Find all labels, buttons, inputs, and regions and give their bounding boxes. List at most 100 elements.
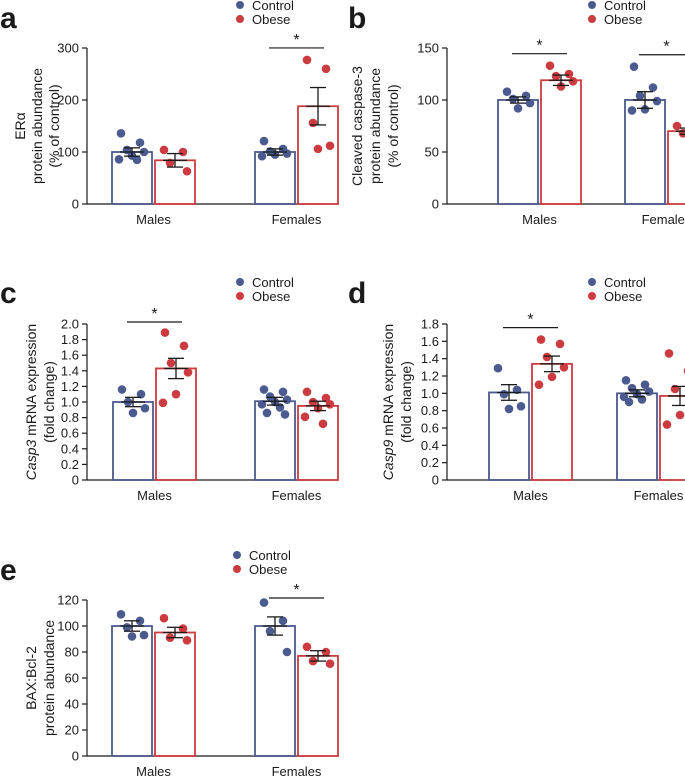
y-tick-label: 0: [72, 197, 79, 212]
data-point: [678, 128, 685, 138]
data-point: [525, 98, 535, 108]
y-axis-label: Casp3 mRNA expression: [23, 324, 39, 480]
y-tick-label: 0.2: [421, 455, 439, 470]
legend-label-obese: Obese: [249, 562, 287, 577]
x-tick-label: Females: [272, 488, 322, 503]
y-tick-label: 0.6: [421, 421, 439, 436]
x-tick-label: Females: [634, 488, 684, 503]
y-tick-label: 1.4: [61, 363, 79, 378]
data-point: [136, 389, 146, 399]
data-point: [521, 91, 531, 101]
data-point: [282, 395, 292, 404]
y-axis-label: BAX:Bcl-2: [23, 646, 39, 710]
y-tick-label: 0.6: [61, 426, 79, 441]
y-tick-label: 120: [57, 593, 79, 608]
data-point: [629, 62, 639, 72]
data-point: [265, 626, 275, 636]
y-tick-label: 80: [65, 645, 79, 660]
y-tick-label: 1.6: [61, 348, 79, 363]
data-point: [672, 121, 682, 131]
data-point: [166, 358, 176, 368]
significance-star: *: [663, 39, 669, 56]
data-point: [302, 55, 312, 65]
data-point: [502, 87, 512, 96]
y-axis-label: (% of control): [385, 84, 401, 167]
y-tick-label: 0.4: [421, 438, 439, 453]
panel-letter: c: [0, 277, 17, 310]
data-point: [280, 410, 290, 419]
data-point: [627, 106, 637, 115]
panel-letter: e: [0, 554, 17, 587]
y-axis-label-gene: Casp9: [380, 440, 396, 481]
data-point: [117, 385, 127, 394]
legend-marker-obese: [588, 292, 596, 300]
legend-marker-control: [236, 1, 244, 9]
data-point: [493, 363, 503, 373]
bar-obese-females: [667, 130, 685, 205]
data-point: [275, 403, 285, 412]
legend-marker-obese: [233, 565, 241, 573]
data-point: [182, 636, 192, 645]
data-point: [545, 61, 555, 70]
data-point: [536, 335, 546, 344]
data-point: [300, 412, 310, 422]
legend-marker-control: [233, 551, 241, 559]
legend-label-obese: Obese: [604, 289, 642, 304]
bar-obese-females: [659, 395, 685, 481]
data-point: [128, 408, 138, 418]
y-tick-label: 200: [57, 93, 79, 108]
data-point: [259, 136, 269, 146]
data-point: [556, 82, 566, 91]
panel-letter: b: [348, 2, 366, 35]
data-point: [313, 144, 323, 154]
data-point: [662, 420, 672, 429]
data-point: [504, 404, 514, 414]
bar-obese-males: [540, 79, 582, 205]
legend-marker-obese: [588, 15, 596, 23]
data-point: [547, 372, 557, 382]
y-tick-label: 100: [57, 619, 79, 634]
data-point: [282, 647, 292, 657]
legend-label-obese: Obese: [252, 289, 290, 304]
bar-control-females: [616, 392, 658, 481]
y-tick-label: 1.0: [61, 395, 79, 410]
data-point: [262, 408, 272, 418]
data-point: [135, 138, 145, 147]
data-point: [499, 389, 509, 399]
x-tick-label: Males: [522, 212, 557, 227]
y-tick-label: 0.4: [61, 441, 79, 456]
y-tick-label: 1.8: [61, 332, 79, 347]
data-point: [325, 141, 335, 151]
data-point: [116, 128, 126, 138]
data-point: [624, 397, 634, 407]
data-point: [302, 387, 312, 397]
bar-control-females: [254, 625, 296, 757]
data-point: [644, 387, 654, 396]
data-point: [308, 397, 318, 407]
legend-label-control: Control: [249, 548, 291, 563]
data-point: [318, 419, 328, 429]
data-point: [182, 166, 192, 176]
data-point: [114, 154, 124, 164]
data-point: [664, 349, 674, 358]
significance-star: *: [151, 306, 157, 323]
x-tick-label: Females: [272, 764, 322, 777]
data-point: [621, 376, 631, 385]
data-point: [321, 64, 331, 74]
significance-star: *: [527, 312, 533, 329]
data-point: [675, 410, 685, 420]
data-point: [178, 147, 188, 157]
data-point: [652, 96, 662, 106]
x-tick-label: Males: [513, 488, 548, 503]
x-tick-label: Males: [137, 488, 172, 503]
y-axis-label: (% of control): [46, 84, 62, 167]
data-point: [132, 155, 142, 165]
legend-marker-control: [588, 1, 596, 9]
data-point: [127, 632, 137, 641]
y-axis-label: protein abundance: [367, 68, 383, 184]
